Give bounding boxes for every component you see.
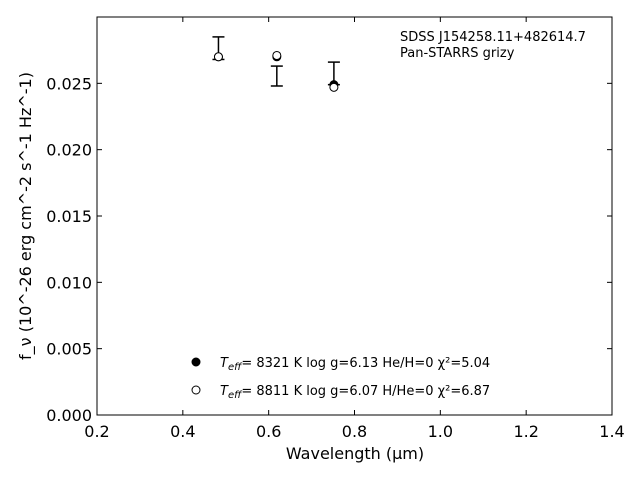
legend-marker	[191, 385, 201, 395]
model-point-open	[272, 50, 282, 60]
x-tick-label: 1.4	[599, 422, 624, 441]
y-tick-label: 0.015	[46, 207, 92, 226]
model-point-open	[329, 82, 339, 92]
y-axis-label: f_ν (10^-26 erg cm^-2 s^-1 Hz^-1)	[16, 72, 36, 360]
axis-ticks: 0.2 0.4 0.6 0.8 1.0 1.2 1.4 0.000 0.005 0.010 0.01…	[46, 17, 625, 441]
x-tick-label: 0.8	[342, 422, 367, 441]
y-tick-label: 0.025	[46, 74, 92, 93]
y-tick-label: 0.000	[46, 406, 92, 425]
x-tick-label: 1.2	[513, 422, 538, 441]
y-tick-label: 0.020	[46, 141, 92, 160]
legend: Teff= 8321 K log g=6.13 He/H=0 χ²=5.04 Te…	[191, 356, 490, 401]
x-axis-label: Wavelength (μm)	[286, 444, 424, 463]
annotation-line-2: Pan-STARRS grizy	[400, 46, 515, 61]
x-tick-label: 0.4	[170, 422, 195, 441]
x-tick-label: 1.0	[428, 422, 453, 441]
x-tick-label: 0.6	[256, 422, 281, 441]
annotation: SDSS J154258.11+482614.7 Pan-STARRS griz…	[400, 30, 586, 61]
legend-label: Teff= 8811 K log g=6.07 H/He=0 χ²=6.87	[220, 384, 490, 401]
legend-label: Teff= 8321 K log g=6.13 He/H=0 χ²=5.04	[220, 356, 490, 373]
x-tick-label: 0.2	[84, 422, 109, 441]
data-marks	[212, 36, 340, 92]
annotation-line-1: SDSS J154258.11+482614.7	[400, 30, 586, 45]
y-tick-label: 0.005	[46, 340, 92, 359]
model-point-open	[213, 52, 223, 62]
legend-marker	[191, 357, 201, 367]
y-tick-label: 0.010	[46, 273, 92, 292]
